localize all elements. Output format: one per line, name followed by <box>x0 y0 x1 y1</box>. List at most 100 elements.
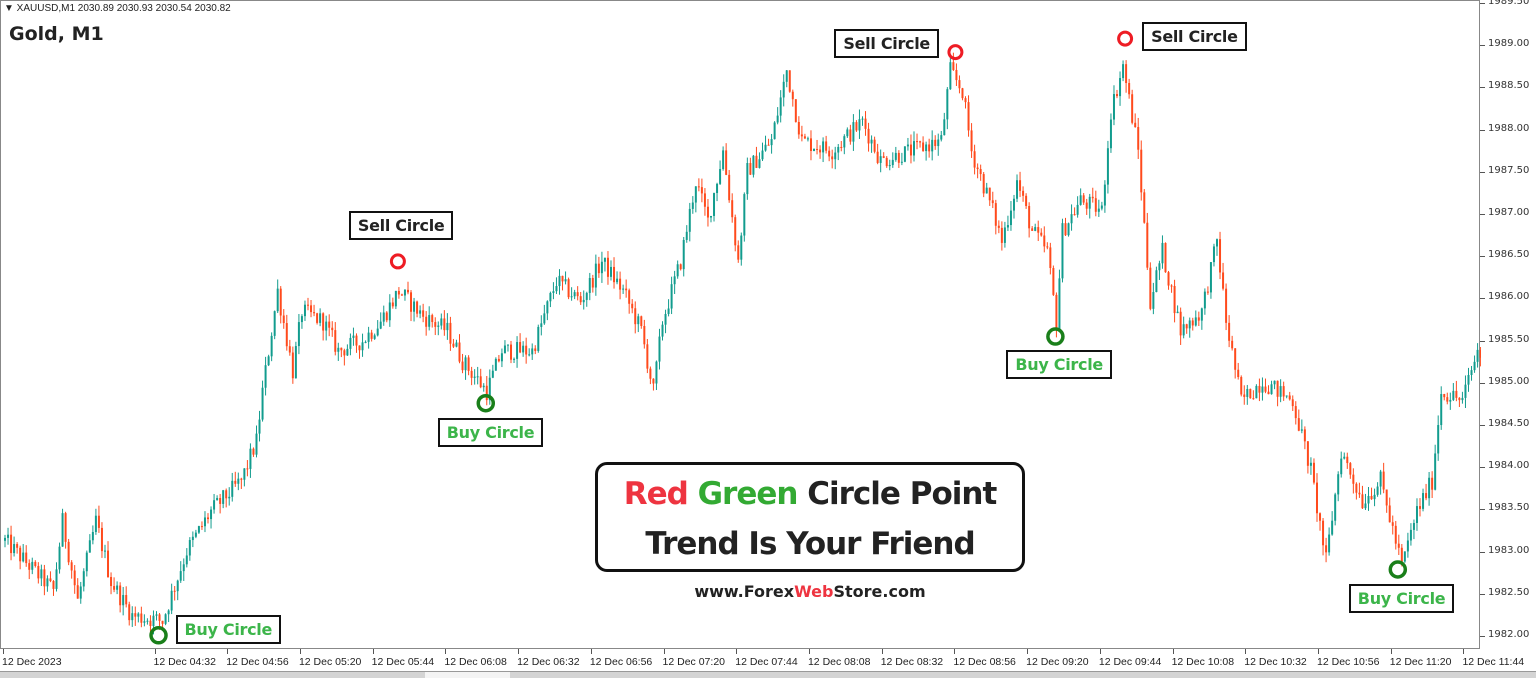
candle-body <box>525 345 528 355</box>
candle-body <box>937 139 940 147</box>
buy-circle-marker <box>149 626 168 645</box>
candle-body <box>119 585 122 606</box>
candle-body <box>876 151 879 163</box>
candle-body <box>900 161 903 163</box>
candle-body <box>791 91 794 100</box>
y-tick-mark <box>1480 636 1485 637</box>
candle-body <box>1306 441 1309 466</box>
candle-body <box>46 578 49 587</box>
candle-body <box>1043 235 1046 247</box>
y-tick-label: 1986.50 <box>1488 249 1530 261</box>
candle-body <box>1234 348 1237 370</box>
candle-body <box>764 144 767 151</box>
candlestick-chart <box>4 30 1481 645</box>
candle-body <box>1243 394 1246 397</box>
candle-body <box>725 150 728 175</box>
candle-body <box>285 323 288 347</box>
candle-body <box>188 540 191 556</box>
candle-body <box>1461 397 1464 401</box>
candle-body <box>443 318 446 331</box>
candle-body <box>1400 547 1403 562</box>
y-tick-mark <box>1480 467 1485 469</box>
y-tick-label: 1985.00 <box>1488 375 1530 387</box>
candle-body <box>1197 317 1200 321</box>
candle-body <box>1346 456 1349 464</box>
candle-body <box>825 141 828 151</box>
candle-body <box>391 302 394 307</box>
candle-body <box>722 150 725 170</box>
candle-body <box>1367 495 1370 504</box>
candle-body <box>1370 495 1373 500</box>
candle-body <box>503 345 506 354</box>
candle-body <box>700 187 703 194</box>
candle-body <box>767 144 770 146</box>
candle-body <box>1000 227 1003 243</box>
candle-body <box>1467 374 1470 385</box>
candle-body <box>1182 324 1185 336</box>
candle-body <box>1291 399 1294 407</box>
candle-body <box>676 264 679 277</box>
candle-body <box>482 385 485 388</box>
candle-body <box>1440 394 1443 426</box>
candle-body <box>664 313 667 325</box>
x-tick-label: 12 Dec 04:56 <box>226 656 289 668</box>
chart-tabs-bar[interactable] <box>0 671 1536 678</box>
candle-body <box>1082 195 1085 203</box>
candle-body <box>1085 202 1088 209</box>
candle-body <box>1425 493 1428 499</box>
candle-body <box>288 346 291 353</box>
x-tick-label: 12 Dec 10:56 <box>1317 656 1380 668</box>
candle-body <box>534 348 537 351</box>
x-tick-label: 12 Dec 05:44 <box>371 656 435 668</box>
candle-body <box>537 326 540 351</box>
x-tick-label: 12 Dec 11:20 <box>1389 656 1452 668</box>
sell-circle-label: Sell Circle <box>348 211 454 241</box>
candle-body <box>1052 268 1055 295</box>
candle-body <box>1297 418 1300 431</box>
candle-body <box>1100 205 1103 209</box>
candle-body <box>864 118 867 129</box>
y-tick-mark <box>1480 425 1485 426</box>
candle-body <box>1125 64 1128 84</box>
candle-body <box>1434 453 1437 490</box>
chart-tab-active[interactable] <box>425 672 510 678</box>
candle-body <box>1322 520 1325 546</box>
candle-body <box>100 527 103 552</box>
candle-body <box>406 289 409 293</box>
candle-body <box>1385 489 1388 506</box>
candle-body <box>619 278 622 290</box>
candle-body <box>1282 386 1285 397</box>
candle-body <box>1373 494 1376 500</box>
candle-body <box>579 296 582 303</box>
candle-body <box>352 335 355 338</box>
y-tick-label: 1989.00 <box>1488 38 1530 50</box>
website-link[interactable]: www.ForexWebStore.com <box>595 582 1025 601</box>
candle-body <box>70 562 73 571</box>
candle-body <box>370 332 373 339</box>
candle-body <box>1409 529 1412 541</box>
candle-body <box>1034 227 1037 231</box>
candle-body <box>149 620 152 627</box>
candle-body <box>916 141 919 143</box>
candle-body <box>1209 262 1212 293</box>
candle-body <box>7 534 10 538</box>
candle-body <box>809 138 812 151</box>
x-tick-label: 12 Dec 10:32 <box>1244 656 1307 668</box>
candle-body <box>1158 263 1161 271</box>
candle-body <box>1464 384 1467 398</box>
candle-body <box>361 342 364 351</box>
candle-body <box>137 613 140 617</box>
x-tick-mark <box>1318 649 1320 654</box>
candle-body <box>373 335 376 339</box>
candle-body <box>831 156 834 160</box>
candle-body <box>703 193 706 207</box>
candle-body <box>1473 361 1476 371</box>
candle-body <box>522 345 525 353</box>
candle-body <box>1261 386 1264 393</box>
candle-body <box>91 531 94 541</box>
candle-body <box>82 571 85 587</box>
buy-circle-marker <box>1046 327 1065 346</box>
candle-body <box>1188 320 1191 329</box>
candle-body <box>1161 242 1164 264</box>
candle-body <box>325 321 328 331</box>
